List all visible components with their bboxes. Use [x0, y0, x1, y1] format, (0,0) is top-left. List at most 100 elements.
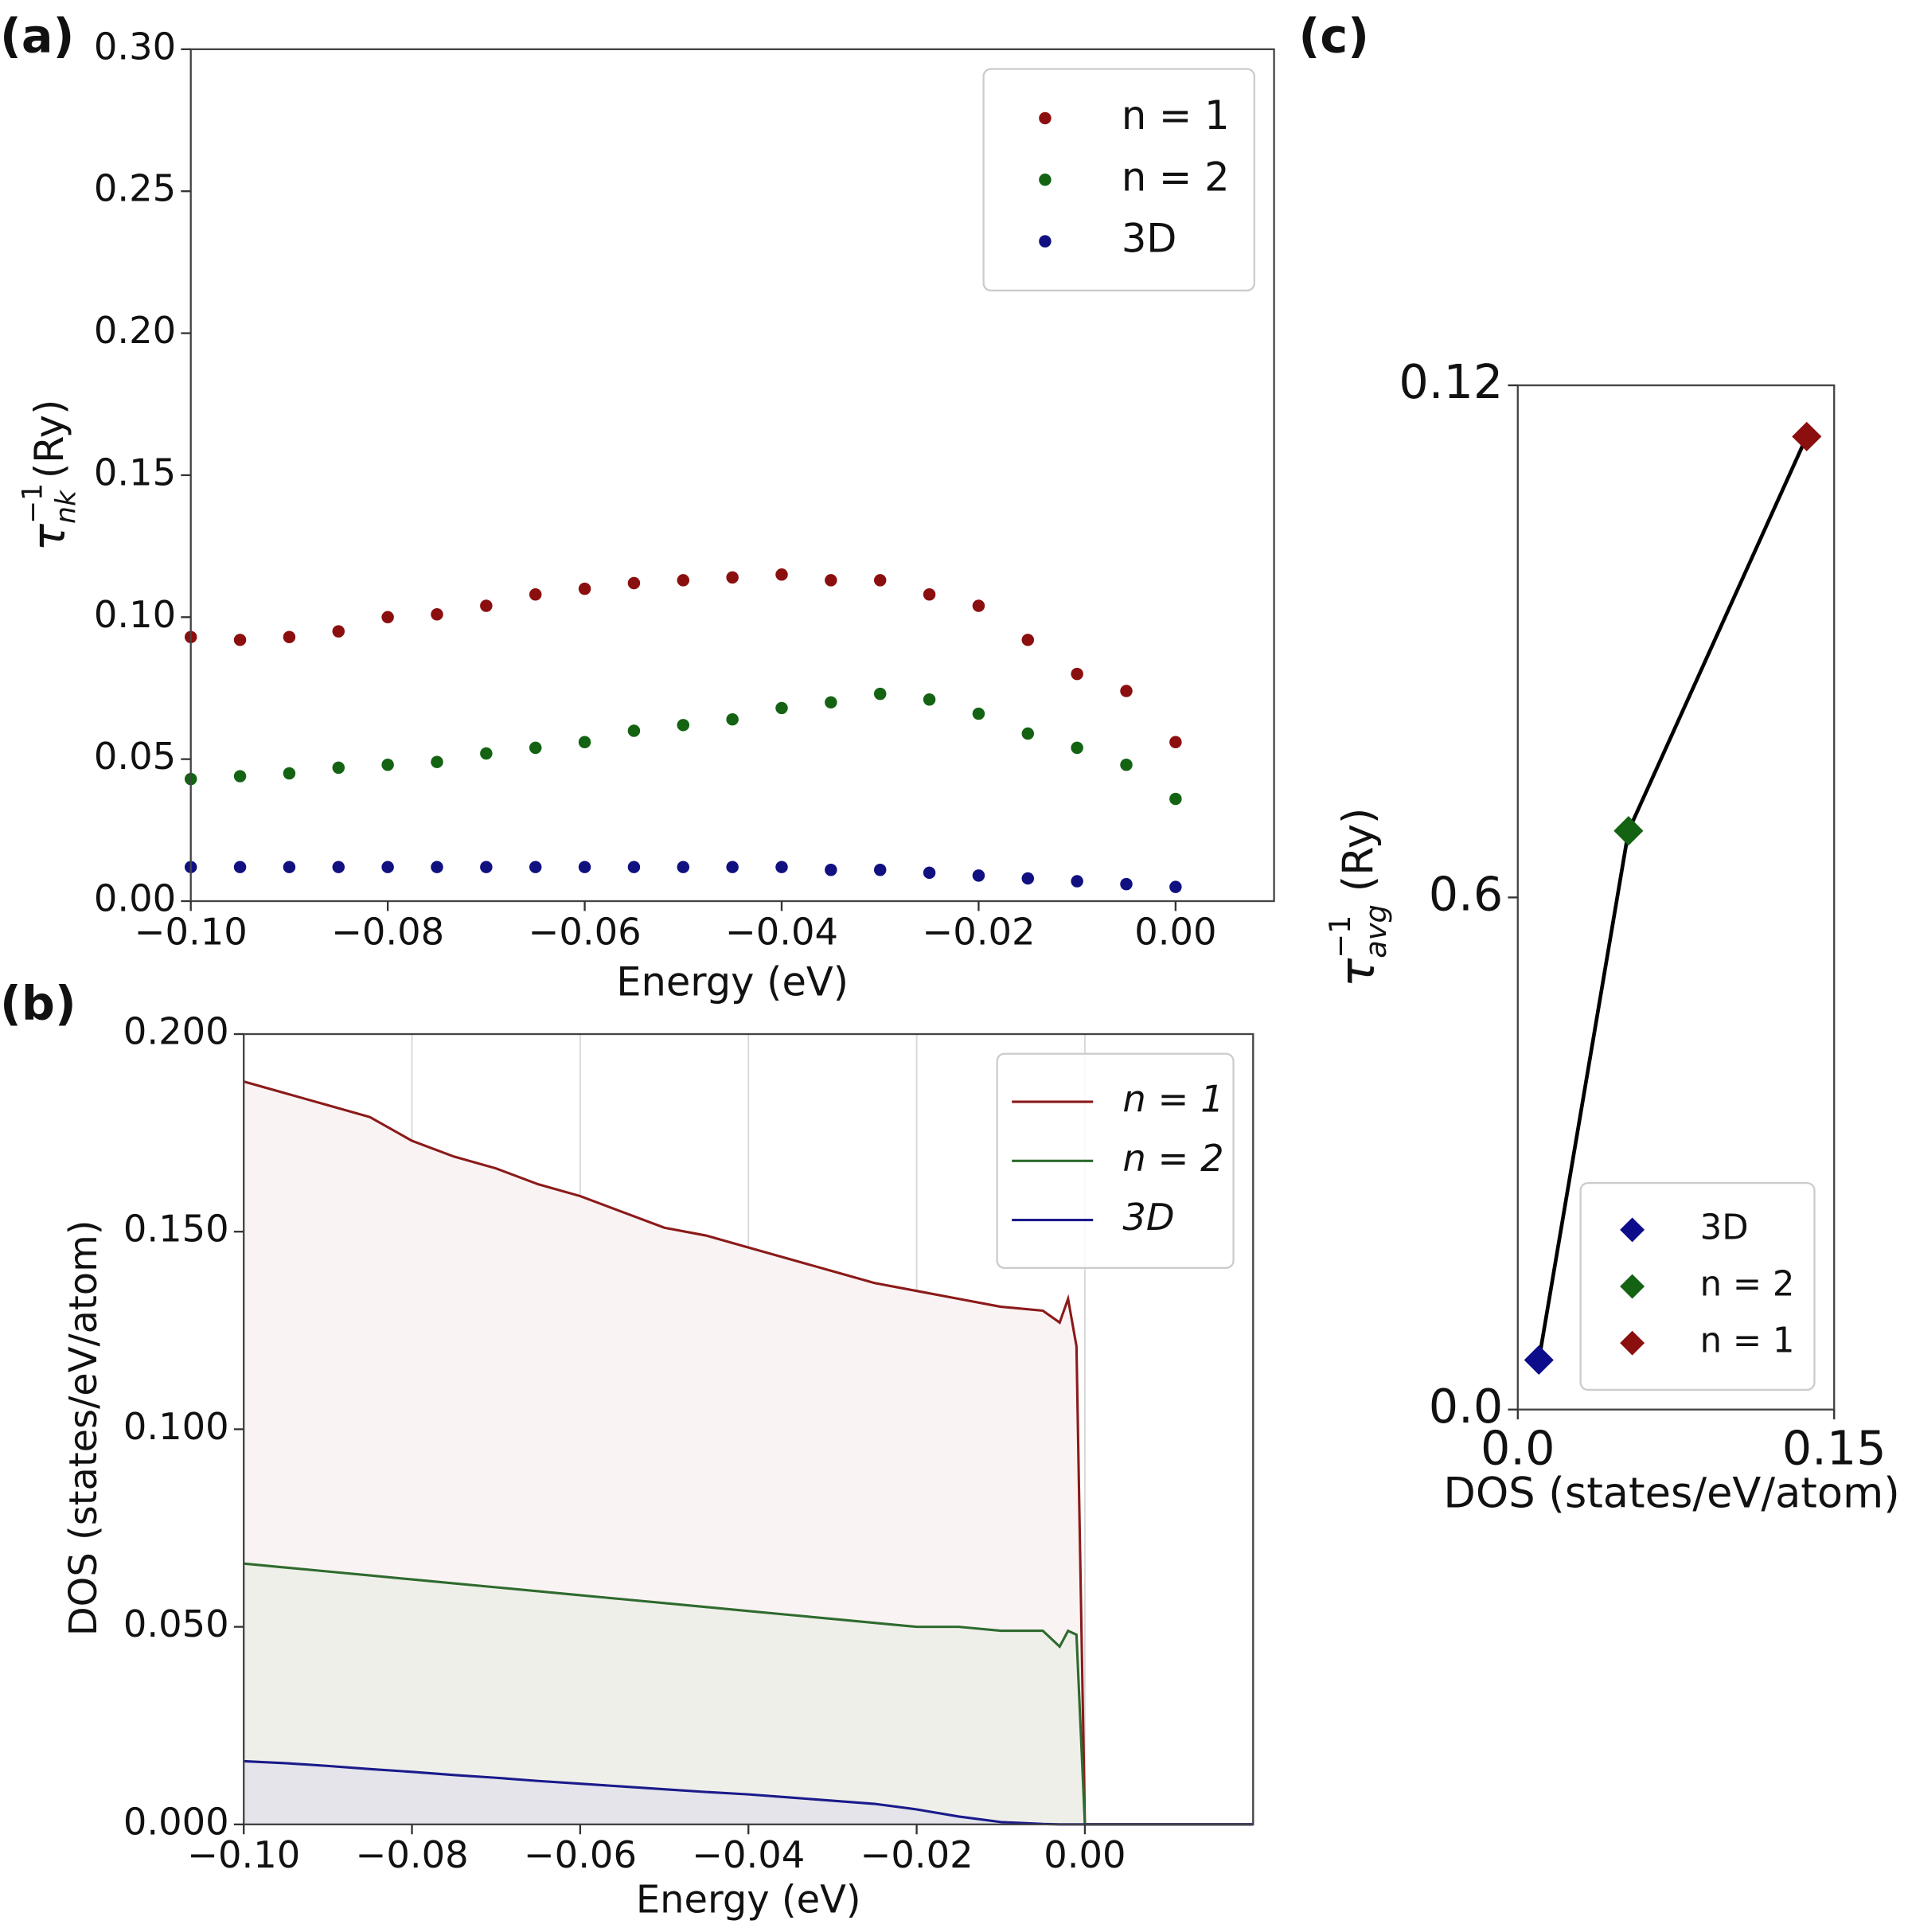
panel-label: (c) [1299, 9, 1370, 64]
y-tick-label: 0.20 [94, 309, 176, 352]
scatter-point [233, 770, 247, 783]
label-sub: avg [1358, 904, 1392, 958]
scatter-point [972, 869, 985, 882]
label-sup: −1 [1323, 915, 1357, 958]
label-symbol: τ [1329, 958, 1385, 987]
x-tick-label: 0.00 [1044, 1833, 1126, 1876]
y-tick-label: 0.10 [94, 593, 176, 636]
scatter-point [873, 687, 887, 701]
scatter-point [1021, 634, 1035, 646]
scatter-point [332, 761, 345, 775]
scatter-point [923, 693, 936, 706]
scatter-point [1021, 872, 1035, 885]
scatter-point [1169, 792, 1182, 806]
x-tick-label: −0.08 [355, 1833, 468, 1876]
label-sub: nk [51, 489, 83, 524]
scatter-point [529, 861, 542, 873]
scatter-point [1120, 759, 1133, 771]
x-tick-label: −0.02 [922, 910, 1035, 953]
area-fill [244, 1563, 1254, 1825]
x-tick-label: −0.10 [187, 1833, 300, 1876]
x-tick-label: −0.08 [331, 910, 444, 953]
scatter-point [873, 864, 887, 876]
scatter-point [480, 747, 493, 760]
legend-label: 3D [1700, 1208, 1749, 1247]
y-tick-label: 0.15 [94, 451, 176, 494]
scatter-point [283, 630, 296, 643]
legend-label: n = 2 [1700, 1265, 1795, 1305]
scatter-point [923, 588, 936, 601]
x-tick-label: −0.06 [524, 1833, 637, 1876]
area-fill [244, 1761, 1254, 1825]
label-unit: (Ry) [1333, 808, 1382, 892]
line [244, 1562, 1254, 1826]
scatter-point [431, 607, 443, 621]
scatter-point [578, 582, 591, 595]
scatter-point [332, 861, 345, 873]
x-axis-label: Energy (eV) [616, 959, 849, 1005]
scatter-point [578, 861, 591, 873]
scatter-point [627, 861, 641, 873]
scatter-point [726, 861, 739, 873]
scatter-point [972, 707, 985, 720]
scatter-point [529, 588, 542, 601]
scatter-point [283, 767, 296, 780]
legend-label: 3D [1122, 1196, 1174, 1239]
scatter-point [332, 625, 345, 638]
y-tick-label: 0.150 [123, 1208, 229, 1251]
scatter-point [775, 861, 788, 873]
scatter-point [677, 574, 690, 587]
scatter-point [381, 861, 394, 873]
scatter-point [283, 861, 296, 873]
y-tick-label: 0.25 [94, 167, 176, 210]
scatter-point [233, 861, 247, 873]
x-tick-label: −0.02 [860, 1833, 974, 1876]
marker [1792, 421, 1822, 451]
scatter-point [825, 864, 837, 876]
y-axis-label: τ−1avg (Ry) [1323, 808, 1393, 988]
label-unit: (Ry) [25, 400, 72, 479]
scatter-point [627, 724, 641, 737]
scatter-point [1071, 741, 1083, 755]
x-tick-label: −0.10 [135, 910, 248, 953]
scatter-point [431, 861, 443, 873]
panel-label: (b) [0, 976, 76, 1031]
scatter-point [1021, 727, 1035, 740]
scatter-point [381, 611, 394, 624]
marker [1613, 816, 1644, 846]
x-tick-label: 0.0 [1481, 1421, 1555, 1476]
x-tick-label: 0.15 [1782, 1421, 1887, 1476]
y-axis-label: τ−1nk (Ry) [18, 400, 83, 552]
x-tick-label: −0.04 [725, 910, 838, 953]
legend-marker [1039, 235, 1052, 248]
x-axis-label: DOS (states/eV/atom) [1443, 1469, 1899, 1518]
y-tick-label: 0.05 [94, 735, 176, 778]
scatter-point [627, 576, 641, 590]
scatter-point [1169, 880, 1182, 893]
x-tick-label: −0.06 [529, 910, 642, 953]
panel-label: (a) [0, 9, 74, 64]
label-sup: −1 [18, 483, 49, 524]
line [243, 1080, 1254, 1826]
label-symbol: τ [23, 523, 76, 551]
scatter-point [825, 574, 837, 587]
scatter-point [1120, 877, 1133, 891]
scatter-point [923, 866, 936, 880]
x-tick-label: 0.00 [1134, 910, 1216, 953]
scatter-point [825, 696, 837, 709]
x-tick-label: −0.04 [692, 1833, 805, 1876]
scatter-point [1071, 875, 1083, 888]
y-tick-label: 0.000 [123, 1800, 229, 1843]
legend-label: n = 2 [1122, 1137, 1223, 1180]
y-axis-label: DOS (states/eV/atom) [62, 1220, 106, 1637]
scatter-point [726, 571, 739, 584]
scatter-point [1071, 667, 1083, 681]
legend-label: 3D [1122, 216, 1177, 262]
scatter-point [677, 719, 690, 732]
legend-label: n = 1 [1122, 1078, 1223, 1121]
scatter-point [726, 712, 739, 726]
scatter-point [381, 759, 394, 771]
y-tick-label: 0.0 [1429, 1379, 1503, 1434]
